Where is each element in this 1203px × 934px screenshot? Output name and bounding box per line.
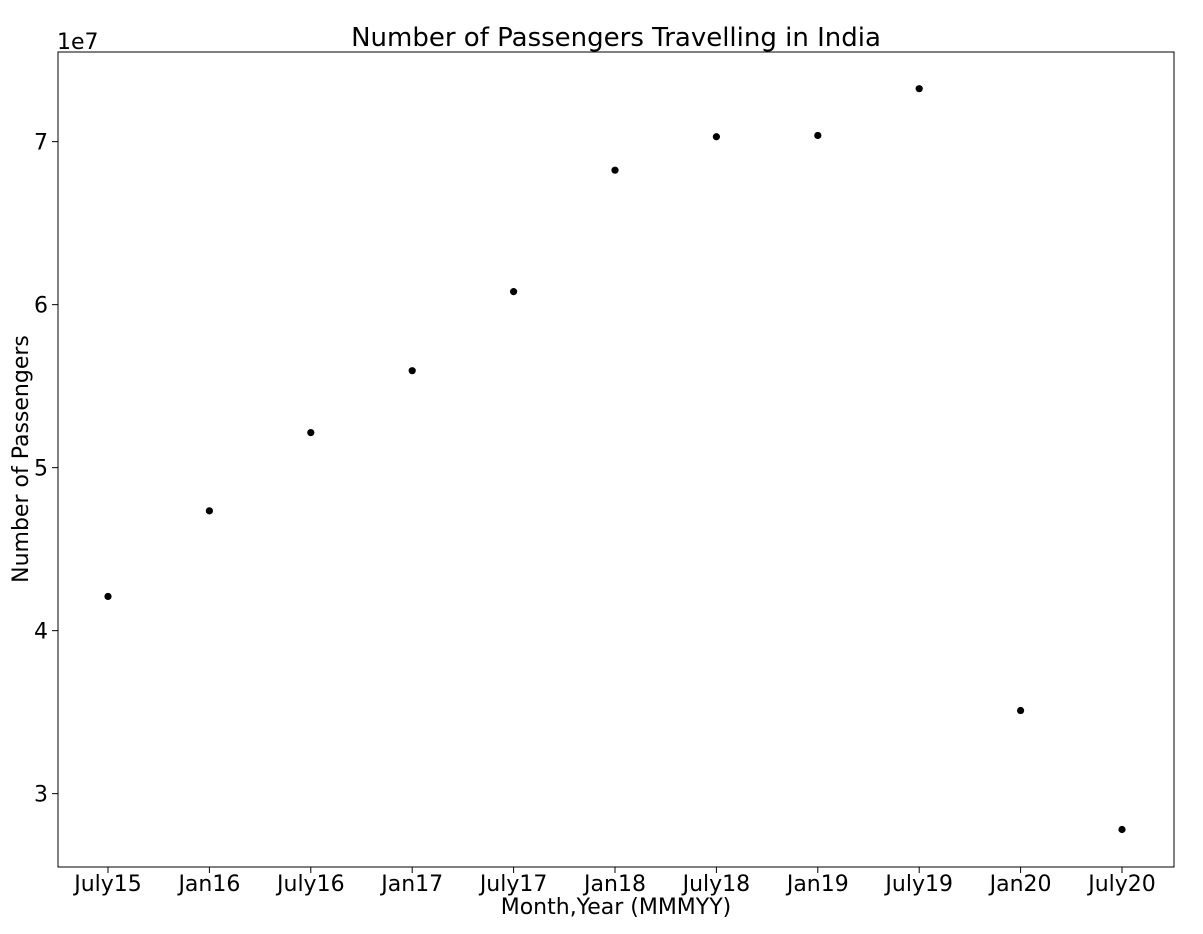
x-tick-label: Jan20 <box>988 872 1052 897</box>
data-point <box>509 288 518 296</box>
x-tick-label: July17 <box>478 872 548 897</box>
y-offset-label: 1e7 <box>57 30 99 55</box>
y-tick-label: 4 <box>34 620 48 645</box>
x-tick-label: Jan19 <box>785 872 849 897</box>
data-point <box>1017 706 1025 715</box>
y-axis: 3 4 5 6 7 <box>34 131 58 808</box>
chart-title: Number of Passengers Travelling in India <box>351 23 881 53</box>
y-tick-label: 3 <box>34 783 48 808</box>
data-point <box>104 592 112 601</box>
data-point <box>1118 825 1126 834</box>
data-point <box>205 507 213 515</box>
data-point <box>611 166 619 174</box>
x-tick-label: Jan18 <box>582 872 646 897</box>
y-tick-label: 5 <box>34 457 48 482</box>
y-tick-label: 6 <box>34 294 48 319</box>
x-tick-label: Jan17 <box>379 872 443 897</box>
data-point <box>408 367 416 375</box>
data-point <box>307 429 315 437</box>
data-points <box>104 85 1126 834</box>
x-tick-label: Jan16 <box>176 872 240 897</box>
x-tick-label: July19 <box>883 872 953 897</box>
plot-area-frame <box>57 51 1175 868</box>
x-tick-label: July18 <box>681 872 751 897</box>
y-axis-label: Number of Passengers <box>9 335 34 583</box>
y-tick-label: 7 <box>34 131 48 156</box>
data-point <box>814 131 822 140</box>
data-point <box>915 85 923 93</box>
x-tick-label: July15 <box>72 872 142 897</box>
x-axis-label: Month,Year (MMMYY) <box>501 895 732 920</box>
data-point <box>712 133 721 141</box>
x-tick-label: July16 <box>275 872 345 897</box>
x-axis: July15 Jan16 July16 Jan17 July17 Jan18 July18 J… <box>72 867 1156 897</box>
x-tick-label: July20 <box>1086 872 1156 897</box>
